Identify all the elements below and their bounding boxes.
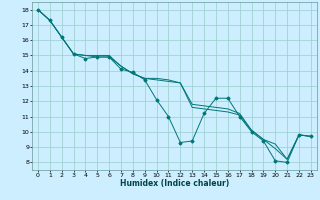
X-axis label: Humidex (Indice chaleur): Humidex (Indice chaleur) (120, 179, 229, 188)
